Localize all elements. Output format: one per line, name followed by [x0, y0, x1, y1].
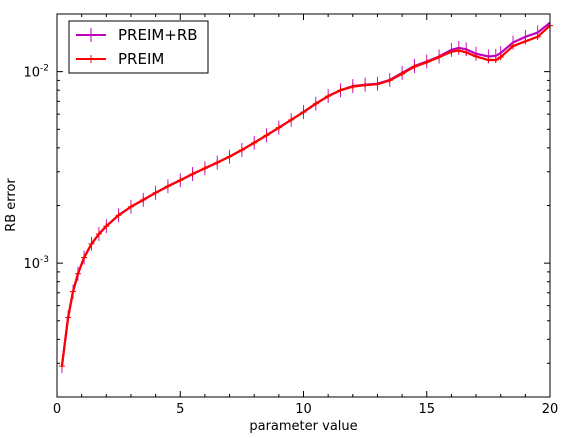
- legend: PREIM+RB PREIM: [68, 20, 209, 74]
- data-point: [485, 57, 492, 64]
- data-point: [386, 77, 393, 84]
- data-point: [423, 59, 430, 66]
- y-tick-label: 10-2: [23, 64, 49, 81]
- data-point: [300, 109, 307, 116]
- x-tick-label: 0: [53, 402, 61, 417]
- data-point: [510, 43, 517, 50]
- data-point: [177, 177, 184, 184]
- series-layer: [58, 15, 553, 374]
- data-point: [436, 54, 443, 61]
- data-point: [65, 314, 72, 321]
- y-axis-label: RB error: [4, 178, 19, 232]
- x-tick-label: 15: [418, 402, 435, 417]
- data-point: [103, 223, 110, 230]
- data-point: [337, 87, 344, 94]
- data-point: [497, 54, 504, 61]
- tick-label-layer: 0 5 10 15 20 10-3 10-2: [23, 64, 558, 417]
- data-point: [448, 48, 455, 55]
- data-point: [81, 254, 88, 261]
- data-point: [115, 212, 122, 219]
- series-line-preim: [60, 24, 551, 367]
- data-point: [189, 171, 196, 178]
- x-tick-label: 20: [542, 402, 559, 417]
- tick-layer: [56, 13, 551, 398]
- x-axis-label: parameter value: [249, 419, 357, 434]
- data-point: [140, 196, 147, 203]
- x-tick-label: 10: [295, 402, 312, 417]
- series-preim: [58, 22, 553, 370]
- data-point: [226, 153, 233, 160]
- legend-marker-preim: [87, 55, 95, 63]
- data-point: [374, 81, 381, 88]
- data-point: [127, 203, 134, 210]
- y-tick-label: 10-3: [23, 255, 49, 272]
- data-point: [411, 63, 418, 70]
- data-point: [455, 47, 462, 54]
- data-point: [275, 124, 282, 131]
- data-point: [214, 159, 221, 166]
- data-point: [522, 38, 529, 45]
- data-point: [399, 70, 406, 77]
- data-point: [288, 116, 295, 123]
- data-point: [95, 230, 102, 237]
- data-point: [312, 100, 319, 107]
- data-point: [74, 270, 81, 277]
- x-tick-label: 5: [176, 402, 184, 417]
- data-point: [534, 33, 541, 40]
- data-point: [164, 183, 171, 190]
- data-point: [201, 165, 208, 172]
- data-point: [238, 146, 245, 153]
- data-point: [463, 49, 470, 56]
- data-point: [325, 93, 332, 100]
- data-point: [88, 240, 95, 247]
- data-point: [473, 53, 480, 60]
- data-point: [362, 82, 369, 89]
- data-point: [251, 139, 258, 146]
- data-point: [58, 363, 65, 370]
- data-point: [349, 83, 356, 90]
- legend-label-preim-rb: PREIM+RB: [118, 26, 198, 44]
- legend-box: [68, 20, 209, 74]
- data-point: [492, 57, 499, 64]
- data-point: [263, 132, 270, 139]
- legend-label-preim: PREIM: [118, 50, 164, 68]
- data-point: [70, 288, 77, 295]
- data-point: [152, 189, 159, 196]
